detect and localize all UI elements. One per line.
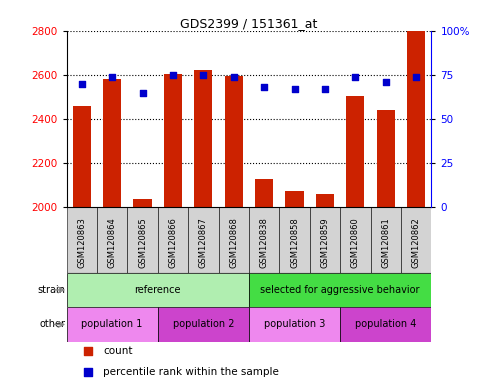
Point bbox=[78, 81, 86, 87]
Text: other: other bbox=[39, 319, 65, 329]
Text: population 2: population 2 bbox=[173, 319, 234, 329]
FancyBboxPatch shape bbox=[97, 207, 127, 273]
FancyBboxPatch shape bbox=[249, 207, 280, 273]
Text: GSM120860: GSM120860 bbox=[351, 217, 360, 268]
Text: strain: strain bbox=[37, 285, 65, 295]
Bar bbox=[103, 79, 121, 207]
Point bbox=[84, 348, 92, 354]
Bar bbox=[407, 31, 425, 207]
Point bbox=[84, 369, 92, 376]
Point bbox=[230, 74, 238, 80]
Point bbox=[139, 89, 146, 96]
Text: percentile rank within the sample: percentile rank within the sample bbox=[103, 367, 279, 377]
FancyBboxPatch shape bbox=[67, 273, 249, 307]
Text: population 4: population 4 bbox=[355, 319, 417, 329]
Text: GSM120863: GSM120863 bbox=[77, 217, 86, 268]
Point bbox=[169, 72, 177, 78]
Text: GSM120861: GSM120861 bbox=[381, 217, 390, 268]
Bar bbox=[285, 191, 304, 207]
FancyBboxPatch shape bbox=[158, 307, 249, 342]
Point bbox=[199, 72, 208, 78]
Point bbox=[321, 86, 329, 92]
FancyBboxPatch shape bbox=[218, 207, 249, 273]
Text: population 1: population 1 bbox=[81, 319, 143, 329]
Text: GSM120866: GSM120866 bbox=[169, 217, 177, 268]
FancyBboxPatch shape bbox=[280, 207, 310, 273]
Text: GSM120864: GSM120864 bbox=[107, 217, 117, 268]
Text: GSM120865: GSM120865 bbox=[138, 217, 147, 268]
FancyBboxPatch shape bbox=[310, 207, 340, 273]
FancyBboxPatch shape bbox=[249, 273, 431, 307]
Text: reference: reference bbox=[135, 285, 181, 295]
FancyBboxPatch shape bbox=[188, 207, 218, 273]
Text: GSM120859: GSM120859 bbox=[320, 217, 329, 268]
Bar bbox=[255, 179, 273, 207]
Text: GSM120838: GSM120838 bbox=[260, 217, 269, 268]
Text: selected for aggressive behavior: selected for aggressive behavior bbox=[260, 285, 420, 295]
FancyBboxPatch shape bbox=[249, 307, 340, 342]
FancyBboxPatch shape bbox=[401, 207, 431, 273]
Bar bbox=[194, 70, 212, 207]
Point bbox=[108, 74, 116, 80]
FancyBboxPatch shape bbox=[67, 207, 97, 273]
Text: GSM120867: GSM120867 bbox=[199, 217, 208, 268]
FancyBboxPatch shape bbox=[158, 207, 188, 273]
Text: GSM120868: GSM120868 bbox=[229, 217, 238, 268]
Bar bbox=[225, 76, 243, 207]
Text: GSM120862: GSM120862 bbox=[412, 217, 421, 268]
FancyBboxPatch shape bbox=[127, 207, 158, 273]
Point bbox=[260, 84, 268, 90]
FancyBboxPatch shape bbox=[67, 307, 158, 342]
Point bbox=[382, 79, 389, 85]
FancyBboxPatch shape bbox=[340, 307, 431, 342]
Bar bbox=[316, 194, 334, 207]
Bar bbox=[134, 199, 152, 207]
FancyBboxPatch shape bbox=[340, 207, 371, 273]
Point bbox=[352, 74, 359, 80]
Point bbox=[412, 74, 420, 80]
Bar bbox=[346, 96, 364, 207]
Bar bbox=[164, 74, 182, 207]
Text: GSM120858: GSM120858 bbox=[290, 217, 299, 268]
Text: count: count bbox=[103, 346, 133, 356]
FancyBboxPatch shape bbox=[371, 207, 401, 273]
Point bbox=[291, 86, 299, 92]
Text: population 3: population 3 bbox=[264, 319, 325, 329]
Bar bbox=[72, 106, 91, 207]
Title: GDS2399 / 151361_at: GDS2399 / 151361_at bbox=[180, 17, 317, 30]
Bar bbox=[377, 110, 395, 207]
